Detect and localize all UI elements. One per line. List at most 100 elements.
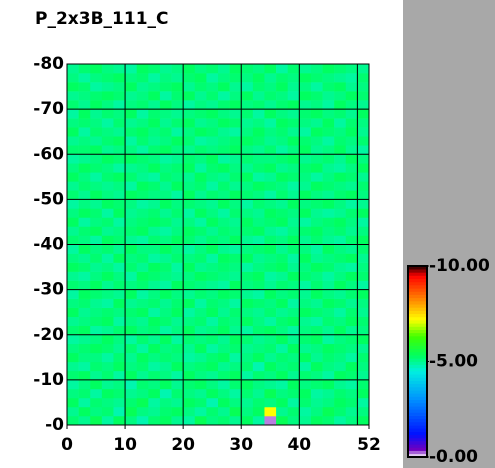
heat-cell bbox=[229, 370, 242, 381]
heat-cell bbox=[78, 262, 91, 272]
heat-cell bbox=[357, 289, 370, 299]
heat-cell bbox=[159, 82, 172, 92]
heat-cell bbox=[357, 73, 370, 83]
heat-cell bbox=[241, 361, 254, 372]
heat-cell bbox=[148, 163, 161, 173]
heat-cell bbox=[67, 154, 79, 164]
heat-cell bbox=[78, 109, 91, 119]
heat-cell bbox=[276, 163, 288, 173]
heat-cell bbox=[159, 100, 172, 110]
heat-cell bbox=[194, 370, 207, 381]
heat-cell bbox=[101, 190, 114, 200]
colorbar-step bbox=[408, 307, 427, 311]
heat-cell bbox=[299, 235, 312, 245]
colorbar-step bbox=[408, 348, 427, 353]
heat-cell bbox=[148, 406, 161, 417]
heat-cell bbox=[113, 82, 126, 92]
heat-cell bbox=[183, 289, 196, 299]
heat-cell bbox=[334, 397, 347, 408]
heat-cell bbox=[194, 109, 207, 119]
heat-cell bbox=[229, 217, 242, 227]
heat-cell bbox=[310, 118, 323, 128]
heat-cell bbox=[113, 244, 126, 254]
heat-cell bbox=[229, 388, 242, 399]
colorbar-step bbox=[408, 418, 427, 423]
heat-cell bbox=[299, 145, 312, 155]
heat-cell bbox=[78, 325, 91, 336]
heat-cell bbox=[264, 316, 277, 327]
heat-cell bbox=[194, 352, 207, 363]
heat-cell bbox=[357, 82, 370, 92]
heat-cell bbox=[90, 100, 103, 110]
heat-cell bbox=[136, 145, 149, 155]
heat-cell bbox=[229, 262, 242, 272]
heat-cell bbox=[252, 181, 265, 191]
heat-cell bbox=[241, 352, 254, 363]
heat-cell bbox=[357, 226, 370, 236]
heat-cell bbox=[90, 145, 103, 155]
heat-cell bbox=[171, 127, 184, 137]
heat-cell bbox=[334, 316, 347, 327]
heat-cell bbox=[287, 244, 300, 254]
colorbar-step bbox=[408, 304, 427, 308]
heat-cell bbox=[171, 73, 184, 83]
heat-cell bbox=[218, 370, 230, 381]
heat-cell bbox=[67, 235, 79, 245]
heat-cell bbox=[136, 172, 149, 182]
heat-cell bbox=[299, 64, 312, 74]
heat-cell bbox=[101, 127, 114, 137]
heat-cell bbox=[252, 406, 265, 417]
heat-cell bbox=[241, 316, 254, 327]
colorbar-step bbox=[408, 402, 427, 407]
heat-cell bbox=[159, 154, 172, 164]
heat-cell bbox=[299, 334, 312, 345]
heat-cell bbox=[334, 280, 347, 290]
heat-cell bbox=[159, 190, 172, 200]
heat-cell bbox=[194, 325, 207, 336]
heat-cell bbox=[345, 100, 358, 110]
heat-cell bbox=[67, 280, 79, 290]
heat-cell bbox=[125, 289, 137, 299]
heat-cell bbox=[125, 253, 137, 263]
heat-cell bbox=[67, 64, 79, 74]
heat-cell bbox=[241, 208, 254, 218]
heat-cell bbox=[276, 415, 288, 426]
heat-cell bbox=[276, 217, 288, 227]
heat-cell bbox=[241, 334, 254, 345]
heat-cell bbox=[171, 181, 184, 191]
heat-cell bbox=[148, 73, 161, 83]
heat-cell bbox=[194, 199, 207, 209]
heat-cell bbox=[90, 406, 103, 417]
heat-cell bbox=[287, 415, 300, 426]
heat-cell bbox=[322, 280, 335, 290]
heat-cell bbox=[90, 118, 103, 128]
heat-cell bbox=[148, 307, 161, 317]
heat-cell bbox=[334, 109, 347, 119]
heat-cell bbox=[183, 118, 196, 128]
heat-cell bbox=[136, 271, 149, 281]
heat-cell bbox=[113, 154, 126, 164]
heat-cell bbox=[101, 64, 114, 74]
heat-cell bbox=[101, 361, 114, 372]
heat-cell bbox=[218, 388, 230, 399]
heat-cell bbox=[148, 199, 161, 209]
heat-cell bbox=[171, 334, 184, 345]
colorbar-step bbox=[408, 406, 427, 410]
heat-cell bbox=[206, 235, 219, 245]
heat-cell bbox=[252, 397, 265, 408]
heat-cell bbox=[357, 316, 370, 327]
heat-cell bbox=[357, 370, 370, 381]
heat-cell bbox=[218, 64, 230, 74]
heat-cell bbox=[299, 172, 312, 182]
heat-cell bbox=[78, 136, 91, 146]
heat-cell bbox=[322, 415, 335, 426]
heat-cell bbox=[322, 397, 335, 408]
heat-cell bbox=[287, 379, 300, 390]
heat-cell bbox=[276, 325, 288, 336]
heat-cell bbox=[125, 181, 137, 191]
heat-cell bbox=[148, 217, 161, 227]
heat-cell bbox=[322, 406, 335, 417]
heat-cell bbox=[310, 280, 323, 290]
colorbar-step bbox=[408, 278, 427, 283]
heat-cell bbox=[322, 118, 335, 128]
